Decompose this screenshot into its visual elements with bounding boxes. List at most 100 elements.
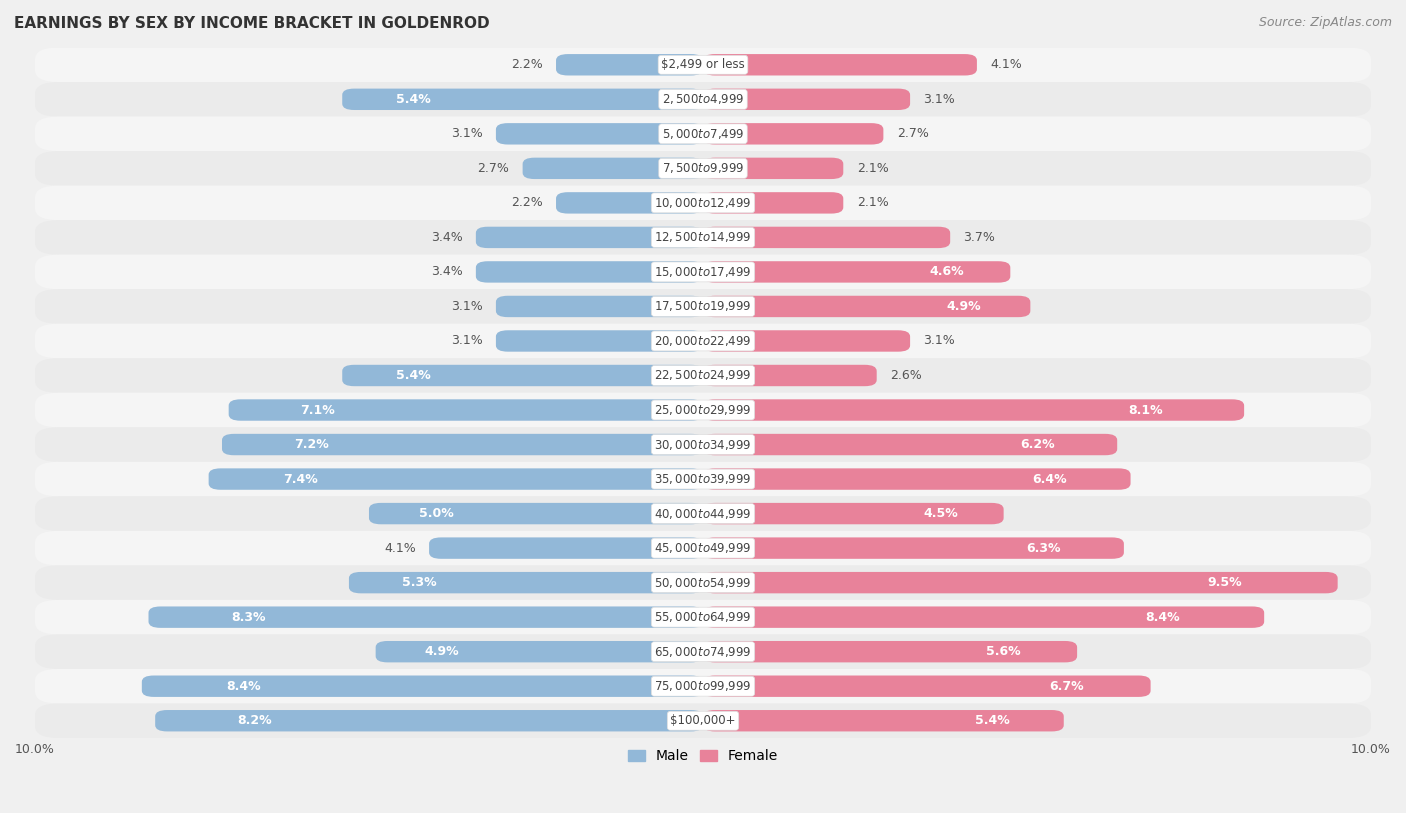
FancyBboxPatch shape bbox=[703, 89, 910, 110]
Text: 2.7%: 2.7% bbox=[897, 128, 928, 141]
Text: $15,000 to $17,499: $15,000 to $17,499 bbox=[654, 265, 752, 279]
FancyBboxPatch shape bbox=[342, 89, 703, 110]
FancyBboxPatch shape bbox=[555, 54, 703, 76]
Text: $75,000 to $99,999: $75,000 to $99,999 bbox=[654, 679, 752, 693]
Text: 3.1%: 3.1% bbox=[924, 93, 955, 106]
Legend: Male, Female: Male, Female bbox=[623, 744, 783, 769]
FancyBboxPatch shape bbox=[35, 531, 1371, 565]
Text: EARNINGS BY SEX BY INCOME BRACKET IN GOLDENROD: EARNINGS BY SEX BY INCOME BRACKET IN GOL… bbox=[14, 16, 489, 31]
Text: $7,500 to $9,999: $7,500 to $9,999 bbox=[662, 161, 744, 176]
Text: 8.3%: 8.3% bbox=[232, 611, 266, 624]
Text: $2,500 to $4,999: $2,500 to $4,999 bbox=[662, 93, 744, 107]
Text: 2.1%: 2.1% bbox=[856, 197, 889, 210]
Text: 5.4%: 5.4% bbox=[974, 715, 1010, 728]
FancyBboxPatch shape bbox=[703, 606, 1264, 628]
Text: $35,000 to $39,999: $35,000 to $39,999 bbox=[654, 472, 752, 486]
Text: 9.5%: 9.5% bbox=[1208, 576, 1243, 589]
FancyBboxPatch shape bbox=[475, 227, 703, 248]
Text: 4.9%: 4.9% bbox=[425, 646, 460, 659]
Text: $100,000+: $100,000+ bbox=[671, 715, 735, 728]
Text: 6.2%: 6.2% bbox=[1021, 438, 1054, 451]
FancyBboxPatch shape bbox=[703, 365, 877, 386]
Text: $20,000 to $22,499: $20,000 to $22,499 bbox=[654, 334, 752, 348]
FancyBboxPatch shape bbox=[35, 254, 1371, 289]
FancyBboxPatch shape bbox=[229, 399, 703, 420]
FancyBboxPatch shape bbox=[703, 192, 844, 214]
FancyBboxPatch shape bbox=[35, 185, 1371, 220]
FancyBboxPatch shape bbox=[35, 428, 1371, 462]
FancyBboxPatch shape bbox=[35, 600, 1371, 634]
Text: 8.4%: 8.4% bbox=[1146, 611, 1180, 624]
Text: 3.1%: 3.1% bbox=[451, 334, 482, 347]
Text: 8.4%: 8.4% bbox=[226, 680, 260, 693]
FancyBboxPatch shape bbox=[703, 123, 883, 145]
FancyBboxPatch shape bbox=[35, 289, 1371, 324]
Text: $30,000 to $34,999: $30,000 to $34,999 bbox=[654, 437, 752, 451]
Text: 4.1%: 4.1% bbox=[384, 541, 416, 554]
Text: Source: ZipAtlas.com: Source: ZipAtlas.com bbox=[1258, 16, 1392, 29]
Text: 3.4%: 3.4% bbox=[430, 265, 463, 278]
Text: 3.1%: 3.1% bbox=[451, 300, 482, 313]
Text: 2.2%: 2.2% bbox=[510, 59, 543, 72]
FancyBboxPatch shape bbox=[35, 496, 1371, 531]
FancyBboxPatch shape bbox=[555, 192, 703, 214]
Text: 3.7%: 3.7% bbox=[963, 231, 995, 244]
FancyBboxPatch shape bbox=[375, 641, 703, 663]
FancyBboxPatch shape bbox=[35, 82, 1371, 116]
Text: 8.1%: 8.1% bbox=[1129, 403, 1163, 416]
FancyBboxPatch shape bbox=[35, 47, 1371, 82]
FancyBboxPatch shape bbox=[703, 399, 1244, 420]
FancyBboxPatch shape bbox=[703, 710, 1064, 732]
Text: 5.0%: 5.0% bbox=[419, 507, 454, 520]
FancyBboxPatch shape bbox=[703, 330, 910, 352]
FancyBboxPatch shape bbox=[349, 572, 703, 593]
Text: 7.4%: 7.4% bbox=[283, 472, 318, 485]
FancyBboxPatch shape bbox=[149, 606, 703, 628]
FancyBboxPatch shape bbox=[703, 468, 1130, 489]
FancyBboxPatch shape bbox=[35, 565, 1371, 600]
Text: $45,000 to $49,999: $45,000 to $49,999 bbox=[654, 541, 752, 555]
FancyBboxPatch shape bbox=[703, 434, 1118, 455]
Text: 6.7%: 6.7% bbox=[1049, 680, 1084, 693]
Text: 2.7%: 2.7% bbox=[478, 162, 509, 175]
FancyBboxPatch shape bbox=[35, 324, 1371, 359]
Text: 8.2%: 8.2% bbox=[238, 715, 271, 728]
Text: 2.2%: 2.2% bbox=[510, 197, 543, 210]
Text: 4.9%: 4.9% bbox=[946, 300, 981, 313]
FancyBboxPatch shape bbox=[35, 462, 1371, 496]
FancyBboxPatch shape bbox=[35, 393, 1371, 428]
FancyBboxPatch shape bbox=[35, 634, 1371, 669]
FancyBboxPatch shape bbox=[703, 261, 1011, 283]
Text: $12,500 to $14,999: $12,500 to $14,999 bbox=[654, 230, 752, 245]
FancyBboxPatch shape bbox=[703, 227, 950, 248]
Text: $5,000 to $7,499: $5,000 to $7,499 bbox=[662, 127, 744, 141]
Text: 3.1%: 3.1% bbox=[924, 334, 955, 347]
FancyBboxPatch shape bbox=[523, 158, 703, 179]
Text: 6.4%: 6.4% bbox=[1032, 472, 1066, 485]
Text: $2,499 or less: $2,499 or less bbox=[661, 59, 745, 72]
FancyBboxPatch shape bbox=[703, 572, 1337, 593]
Text: 4.1%: 4.1% bbox=[990, 59, 1022, 72]
Text: 3.1%: 3.1% bbox=[451, 128, 482, 141]
Text: 2.6%: 2.6% bbox=[890, 369, 922, 382]
FancyBboxPatch shape bbox=[703, 537, 1123, 559]
Text: 2.1%: 2.1% bbox=[856, 162, 889, 175]
Text: $55,000 to $64,999: $55,000 to $64,999 bbox=[654, 611, 752, 624]
Text: $17,500 to $19,999: $17,500 to $19,999 bbox=[654, 299, 752, 314]
FancyBboxPatch shape bbox=[496, 330, 703, 352]
Text: $65,000 to $74,999: $65,000 to $74,999 bbox=[654, 645, 752, 659]
FancyBboxPatch shape bbox=[496, 296, 703, 317]
FancyBboxPatch shape bbox=[368, 503, 703, 524]
Text: 7.1%: 7.1% bbox=[299, 403, 335, 416]
FancyBboxPatch shape bbox=[222, 434, 703, 455]
FancyBboxPatch shape bbox=[35, 220, 1371, 254]
FancyBboxPatch shape bbox=[703, 54, 977, 76]
FancyBboxPatch shape bbox=[35, 359, 1371, 393]
Text: 7.2%: 7.2% bbox=[294, 438, 329, 451]
Text: 4.6%: 4.6% bbox=[929, 265, 965, 278]
Text: 4.5%: 4.5% bbox=[924, 507, 959, 520]
FancyBboxPatch shape bbox=[342, 365, 703, 386]
FancyBboxPatch shape bbox=[35, 703, 1371, 738]
FancyBboxPatch shape bbox=[703, 296, 1031, 317]
FancyBboxPatch shape bbox=[208, 468, 703, 489]
